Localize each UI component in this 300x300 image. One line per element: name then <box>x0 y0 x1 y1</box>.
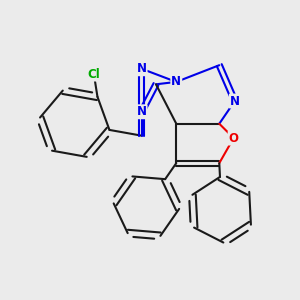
Text: O: O <box>229 132 238 145</box>
Text: N: N <box>136 105 147 118</box>
Text: Cl: Cl <box>88 68 100 81</box>
Text: N: N <box>136 62 147 75</box>
Text: N: N <box>230 94 240 107</box>
Text: N: N <box>171 75 181 88</box>
